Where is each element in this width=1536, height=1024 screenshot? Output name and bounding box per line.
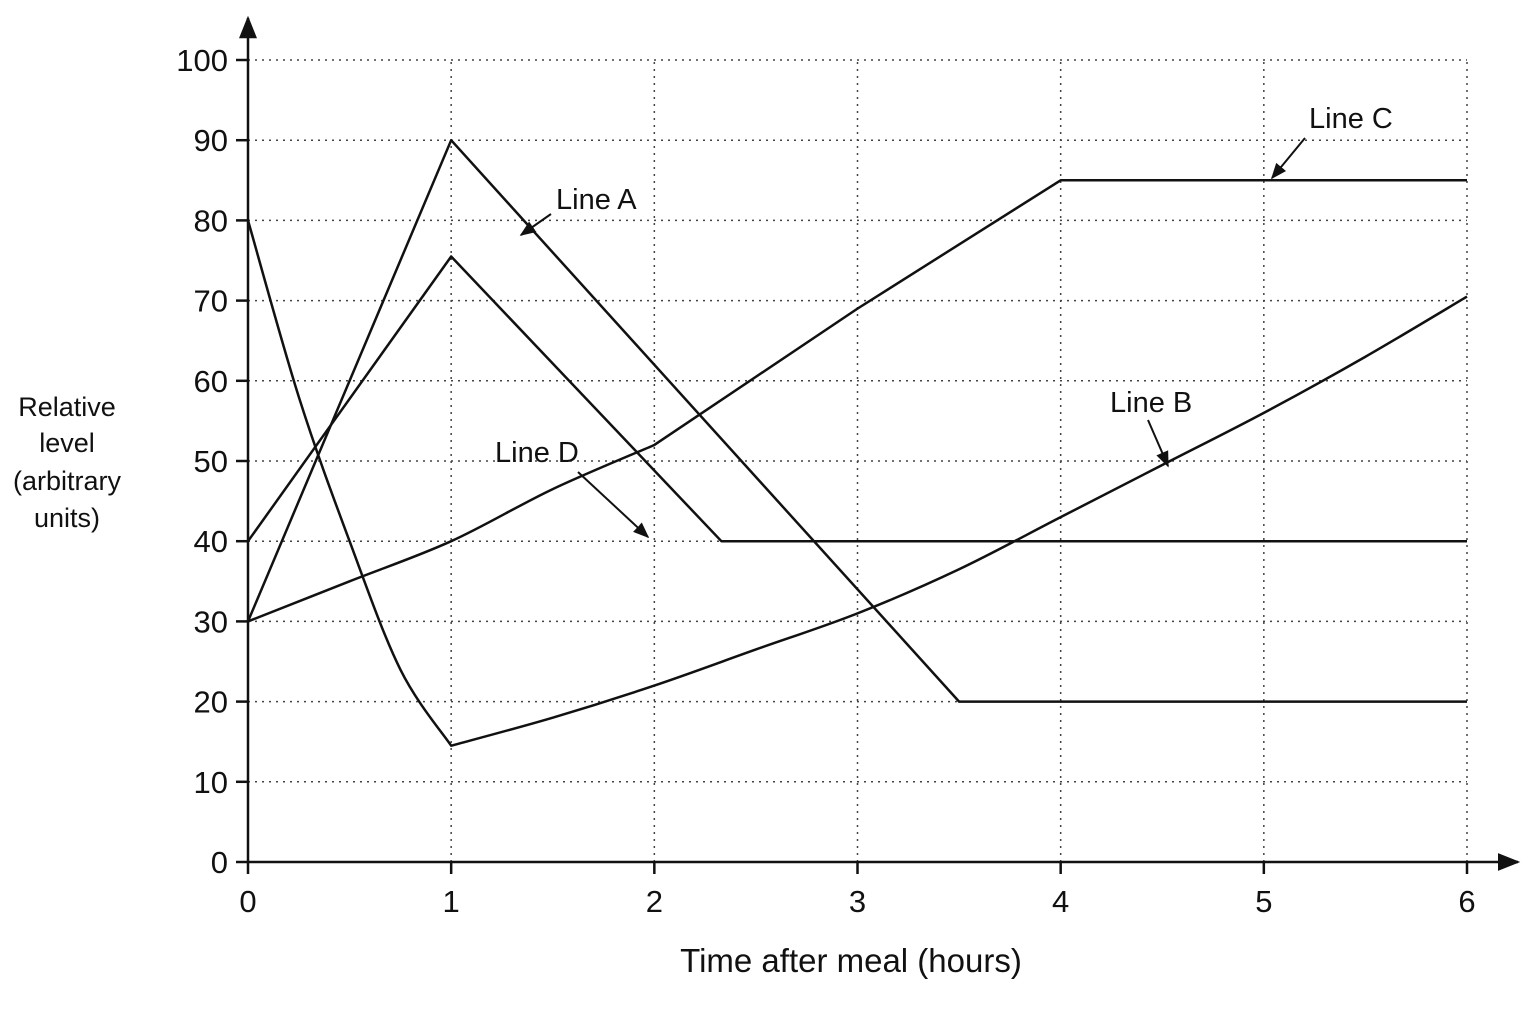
x-tick-label: 0 — [239, 884, 256, 919]
x-tick-label: 3 — [849, 884, 866, 919]
y-tick-label: 70 — [194, 284, 228, 319]
annotation-label: Line B — [1110, 387, 1192, 419]
annotation-arrow — [1147, 419, 1169, 468]
y-tick-label: 10 — [194, 765, 228, 800]
y-axis-title-line-3: (arbitrary — [13, 466, 122, 496]
y-axis-title-line-2: level — [39, 428, 95, 458]
series-line-a — [246, 138, 1467, 703]
annotation-d: Line D — [495, 437, 650, 539]
annotation-arrow — [519, 213, 552, 236]
y-tick-label: 60 — [194, 364, 228, 399]
x-tick-label: 1 — [443, 884, 460, 919]
annotation-label: Line D — [495, 437, 579, 469]
y-tick-label: 80 — [194, 203, 228, 238]
y-axis-title-line-1: Relative — [18, 392, 116, 422]
series-line-d — [246, 255, 1467, 543]
y-tick-label: 0 — [211, 845, 228, 880]
x-axis-title: Time after meal (hours) — [680, 942, 1022, 979]
y-tick-label: 20 — [194, 685, 228, 720]
tick-labels: 0 10 20 30 40 50 60 70 80 90 100 0 1 2 3 4 5 6 — [176, 43, 1475, 919]
annotation-arrow — [1270, 137, 1306, 180]
x-tick-label: 6 — [1458, 884, 1475, 919]
y-tick-label: 50 — [194, 444, 228, 479]
annotation-arrow — [577, 471, 650, 539]
x-tick-label: 2 — [646, 884, 663, 919]
y-axis-title: Relative level (arbitrary units) — [13, 392, 122, 533]
annotation-label: Line C — [1309, 103, 1393, 135]
x-tick-label: 5 — [1255, 884, 1272, 919]
series-lines — [246, 138, 1468, 747]
y-tick-label: 100 — [176, 43, 228, 78]
axes — [236, 15, 1521, 874]
grid-lines — [248, 59, 1468, 862]
annotation-label: Line A — [556, 184, 637, 216]
series-line-c — [247, 179, 1467, 623]
series-line-b — [246, 220, 1468, 747]
y-tick-label: 30 — [194, 604, 228, 639]
annotation-c: Line C — [1270, 103, 1393, 180]
y-tick-label: 40 — [194, 524, 228, 559]
annotation-a: Line A — [519, 184, 637, 236]
annotation-b: Line B — [1110, 387, 1192, 468]
y-tick-label: 90 — [194, 123, 228, 158]
x-tick-label: 4 — [1052, 884, 1069, 919]
series-annotations: Line A Line B Line C Line D — [495, 103, 1393, 539]
y-axis-title-line-4: units) — [34, 503, 100, 533]
